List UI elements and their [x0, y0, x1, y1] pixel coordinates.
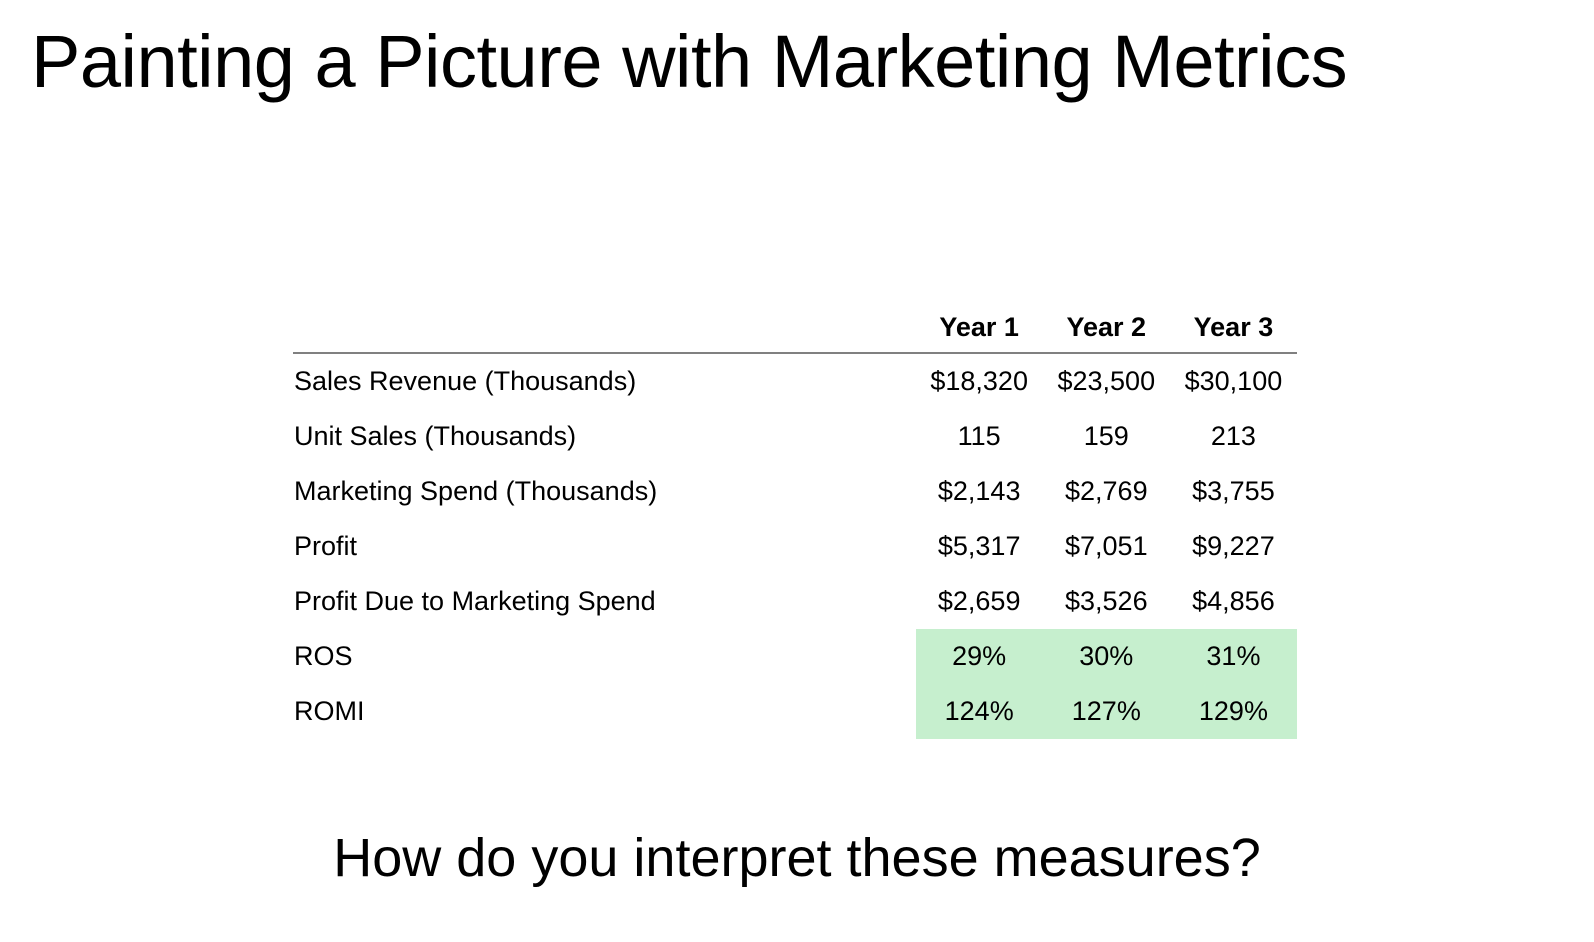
column-header-year-3: Year 3: [1169, 312, 1297, 354]
column-header-label: [293, 312, 916, 354]
cell-year-3: 129%: [1169, 684, 1297, 739]
cell-year-2: 30%: [1042, 629, 1170, 684]
cell-year-2: $2,769: [1065, 476, 1148, 506]
cell-year-1: $18,320: [930, 366, 1028, 396]
cell-year-2: $7,051: [1065, 531, 1148, 561]
cell-year-2: 159: [1083, 421, 1129, 451]
table-row: Marketing Spend (Thousands) $2,143 $2,769 $…: [293, 464, 1297, 519]
cell-year-3: $3,755: [1192, 476, 1275, 506]
cell-year-3: $9,227: [1192, 531, 1275, 561]
table-row: Profit Due to Marketing Spend $2,659 $3,52…: [293, 574, 1297, 629]
cell-year-1: $5,317: [937, 531, 1021, 561]
table-row: ROS 29% 30% 31%: [293, 629, 1297, 684]
cell-year-2: $23,500: [1057, 366, 1156, 396]
cell-year-1: 115: [957, 421, 1001, 451]
row-label: Marketing Spend (Thousands): [294, 476, 658, 506]
closing-question: How do you interpret these measures?: [333, 828, 1261, 888]
row-label: ROS: [294, 641, 353, 671]
slide-title: Painting a Picture with Marketing Metric…: [31, 20, 1348, 103]
cell-year-3: $30,100: [1184, 366, 1283, 396]
table-row: Unit Sales (Thousands) 115 159 213: [293, 409, 1297, 464]
cell-year-2: 127%: [1042, 684, 1170, 739]
table-header-row: Year 1 Year 2 Year 3: [293, 312, 1297, 354]
cell-year-3: 213: [1210, 421, 1256, 451]
cell-year-2: $3,526: [1065, 586, 1148, 616]
row-label: Sales Revenue (Thousands): [294, 366, 637, 396]
table-body: Sales Revenue (Thousands) $18,320 $23,500 $…: [293, 353, 1297, 739]
table-row: Profit $5,317 $7,051 $9,227: [293, 519, 1297, 574]
table-row: Sales Revenue (Thousands) $18,320 $23,500 $…: [293, 353, 1297, 409]
row-label: Unit Sales (Thousands): [294, 421, 577, 451]
row-label: ROMI: [294, 696, 365, 726]
cell-year-1: $2,143: [937, 476, 1021, 506]
column-header-year-1: Year 1: [915, 312, 1043, 354]
metrics-table: Year 1 Year 2 Year 3 Sales Revenue (Thou…: [293, 312, 1297, 739]
column-header-year-2: Year 2: [1042, 312, 1170, 354]
table-row: ROMI 124% 127% 129%: [293, 684, 1297, 739]
row-label: Profit Due to Marketing Spend: [294, 586, 656, 616]
cell-year-1: 29%: [915, 629, 1043, 684]
cell-year-3: $4,856: [1192, 586, 1275, 616]
cell-year-3: 31%: [1169, 629, 1297, 684]
cell-year-1: 124%: [915, 684, 1043, 739]
cell-year-1: $2,659: [937, 586, 1021, 616]
row-label: Profit: [294, 531, 358, 561]
